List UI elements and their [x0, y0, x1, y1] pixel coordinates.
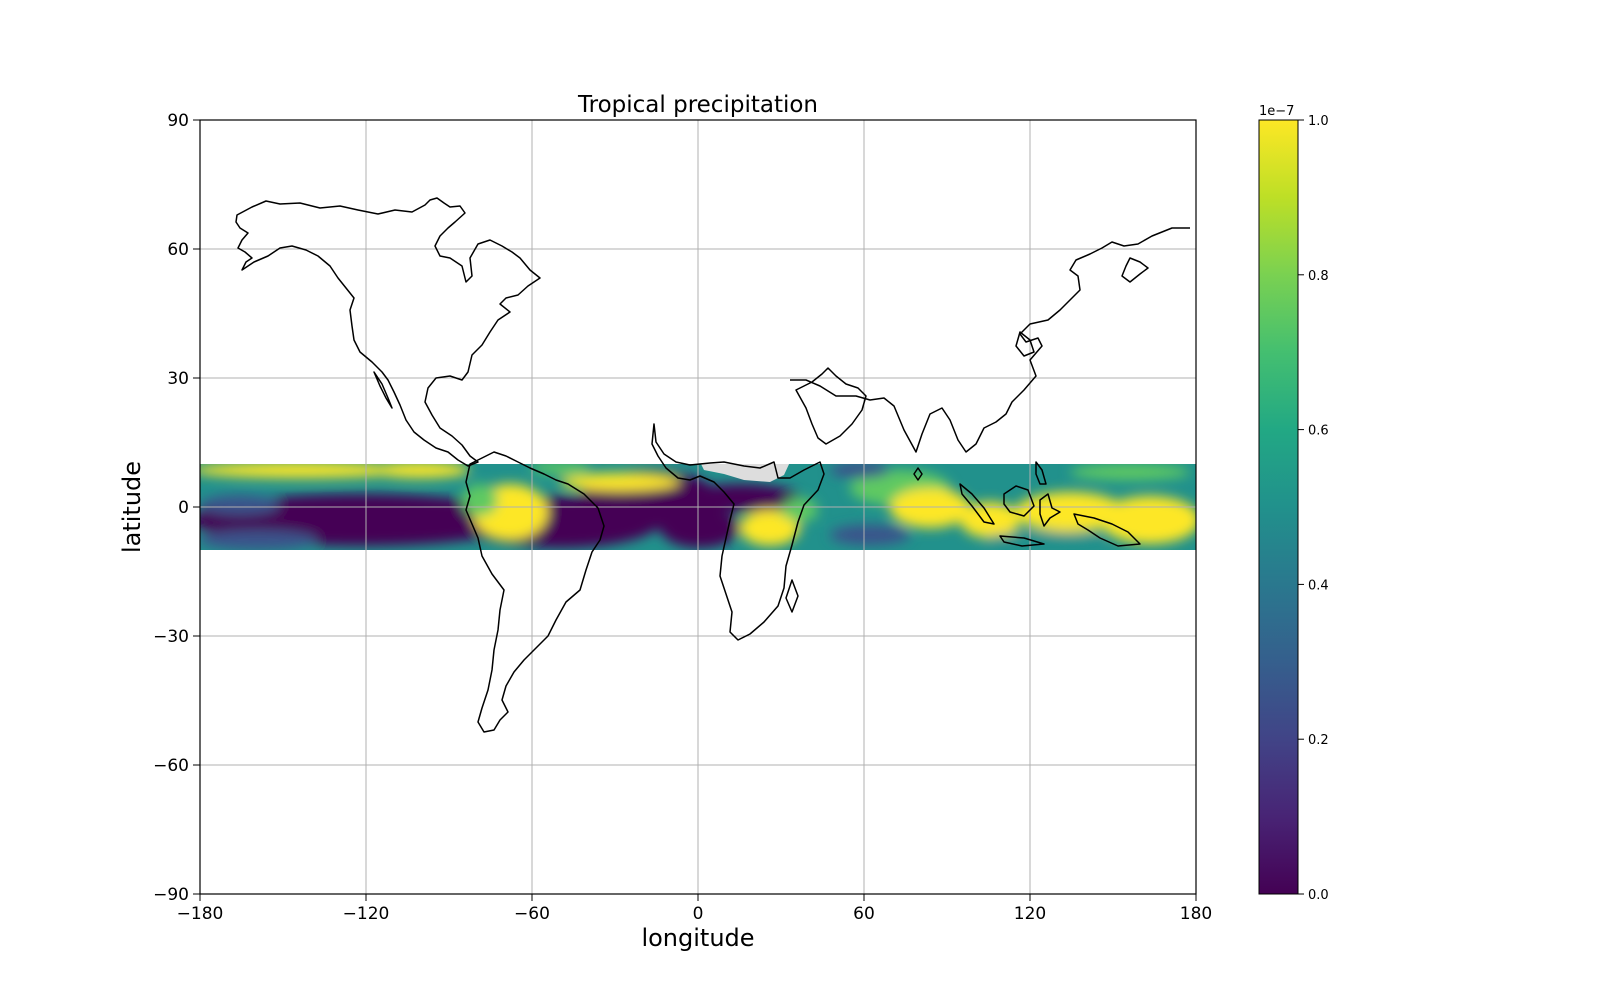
precip-patch: [370, 464, 470, 478]
precip-patch: [200, 530, 318, 550]
missing-data-patch: [701, 464, 790, 482]
precip-patch: [560, 473, 680, 491]
coastline-kamchatka: [1121, 257, 1149, 283]
coastline-java: [999, 535, 1045, 547]
coastline-japan: [1015, 331, 1035, 357]
x-tick-label: 180: [1180, 904, 1212, 924]
coastline-eurasia: [790, 227, 1190, 453]
grid-lines: [199, 119, 1197, 895]
colorbar-tick-label: 0.2: [1308, 733, 1329, 748]
colorbar-tick-label: 0.8: [1308, 269, 1329, 284]
y-tick-label: 60: [167, 240, 189, 260]
x-axis-label: longitude: [641, 924, 754, 952]
y-axis-label: latitude: [118, 461, 146, 553]
x-tick-label: −60: [514, 904, 550, 924]
y-tick-label: 0: [178, 498, 189, 518]
coastline-borneo: [1003, 485, 1035, 517]
coastline-south-america: [465, 451, 605, 733]
coastline-africa: [651, 423, 825, 641]
precipitation-band: [200, 464, 1196, 550]
x-tick-label: 120: [1014, 904, 1046, 924]
chart-title: Tropical precipitation: [577, 92, 818, 118]
band-blobs: [200, 464, 1196, 550]
colorbar-gradient: [1258, 119, 1299, 895]
coastlines: [235, 197, 1190, 733]
colorbar-tick-label: 1.0: [1308, 114, 1329, 129]
precip-patch: [740, 510, 800, 546]
y-tick-label: 30: [167, 369, 189, 389]
coastline-new-guinea: [1073, 513, 1141, 547]
precip-patch: [200, 464, 410, 478]
coastline-arabia: [795, 367, 867, 445]
colorbar: 1e−7 0.0 0.2 0.4 0.6 0.8 1.0: [1258, 104, 1329, 903]
x-tick-label: 0: [693, 904, 704, 924]
y-ticks: 90 60 30 0 −30 −60 −90: [153, 111, 200, 905]
y-tick-label: 90: [167, 111, 189, 131]
precip-patch: [782, 498, 818, 522]
colorbar-tick-label: 0.4: [1308, 578, 1329, 593]
coastline-philippines: [1035, 461, 1047, 485]
y-tick-label: −90: [153, 885, 189, 905]
y-tick-label: −30: [153, 627, 189, 647]
x-ticks: −180 −120 −60 0 60 120 180: [177, 894, 1212, 924]
precip-patch: [530, 464, 590, 474]
precip-patch: [1070, 464, 1190, 480]
precip-patch: [660, 508, 740, 548]
coastline-sulawesi: [1039, 493, 1061, 527]
precip-patch: [830, 525, 910, 545]
precip-patch: [462, 484, 498, 516]
coastline-north-america: [235, 197, 541, 467]
colorbar-multiplier: 1e−7: [1259, 104, 1294, 119]
x-tick-label: −120: [343, 904, 390, 924]
x-tick-label: −180: [177, 904, 224, 924]
precip-patch: [890, 488, 970, 528]
colorbar-ticks: 0.0 0.2 0.4 0.6 0.8 1.0: [1298, 114, 1329, 903]
precip-patch: [830, 464, 890, 478]
coastline-sumatra: [959, 483, 995, 525]
y-tick-label: −60: [153, 756, 189, 776]
coastline-madagascar: [785, 579, 799, 613]
coastline-baja: [373, 371, 393, 409]
colorbar-tick-label: 0.6: [1308, 424, 1329, 439]
precip-patch: [200, 495, 280, 515]
colorbar-tick-label: 0.0: [1308, 888, 1329, 903]
precip-patch: [1100, 496, 1196, 544]
coastline-sri-lanka: [913, 467, 923, 481]
precip-patch: [680, 484, 800, 512]
x-tick-label: 60: [853, 904, 875, 924]
